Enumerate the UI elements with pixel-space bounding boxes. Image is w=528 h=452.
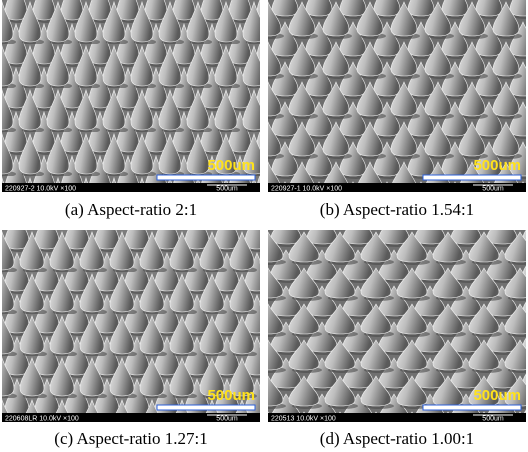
info-text: 220927-1 10.0kV ×100 [271,186,342,193]
sem-svg: 500um 220513 10.0kV ×100 500um [268,230,526,423]
info-scale-text: 500um [216,416,238,423]
info-scale-text: 500um [482,186,504,193]
info-text: 220608LR 10.0kV ×100 [5,416,79,423]
caption: (a) Aspect-ratio 2:1 [64,200,198,219]
sem-svg: 500um 220927-1 10.0kV ×100 500um [268,0,526,193]
scale-label: 500um [473,157,521,174]
caption: (c) Aspect-ratio 1.27:1 [54,429,208,448]
caption: (d) Aspect-ratio 1.00:1 [319,429,475,448]
info-bar [268,413,526,422]
sem-svg: 500um 220608LR 10.0kV ×100 500um [2,230,260,423]
info-bar [2,183,260,192]
sem-svg: 500um 220927-2 10.0kV ×100 500um [2,0,260,193]
caption: (b) Aspect-ratio 1.54:1 [319,200,475,219]
scale-bar [156,174,256,181]
scale-bar [422,404,522,411]
scale-label: 500um [207,387,255,404]
sem-image: 500um 220513 10.0kV ×100 500um [268,230,526,423]
micro-cone-array [268,230,526,413]
scale-label: 500um [473,387,521,404]
sem-image: 500um 220927-1 10.0kV ×100 500um [268,0,526,193]
info-text: 220927-2 10.0kV ×100 [5,186,76,193]
scale-bar [156,404,256,411]
info-text: 220513 10.0kV ×100 [271,416,336,423]
info-bar [2,413,260,422]
sem-image: 500um 220608LR 10.0kV ×100 500um [2,230,260,423]
info-scale-text: 500um [216,186,238,193]
info-bar [268,183,526,192]
info-scale-text: 500um [482,416,504,423]
micro-cone-array [2,230,260,413]
micro-cone-array [2,0,260,183]
micro-cone-array [268,0,526,183]
sem-image: 500um 220927-2 10.0kV ×100 500um [2,0,260,193]
scale-bar [422,174,522,181]
scale-label: 500um [207,157,255,174]
